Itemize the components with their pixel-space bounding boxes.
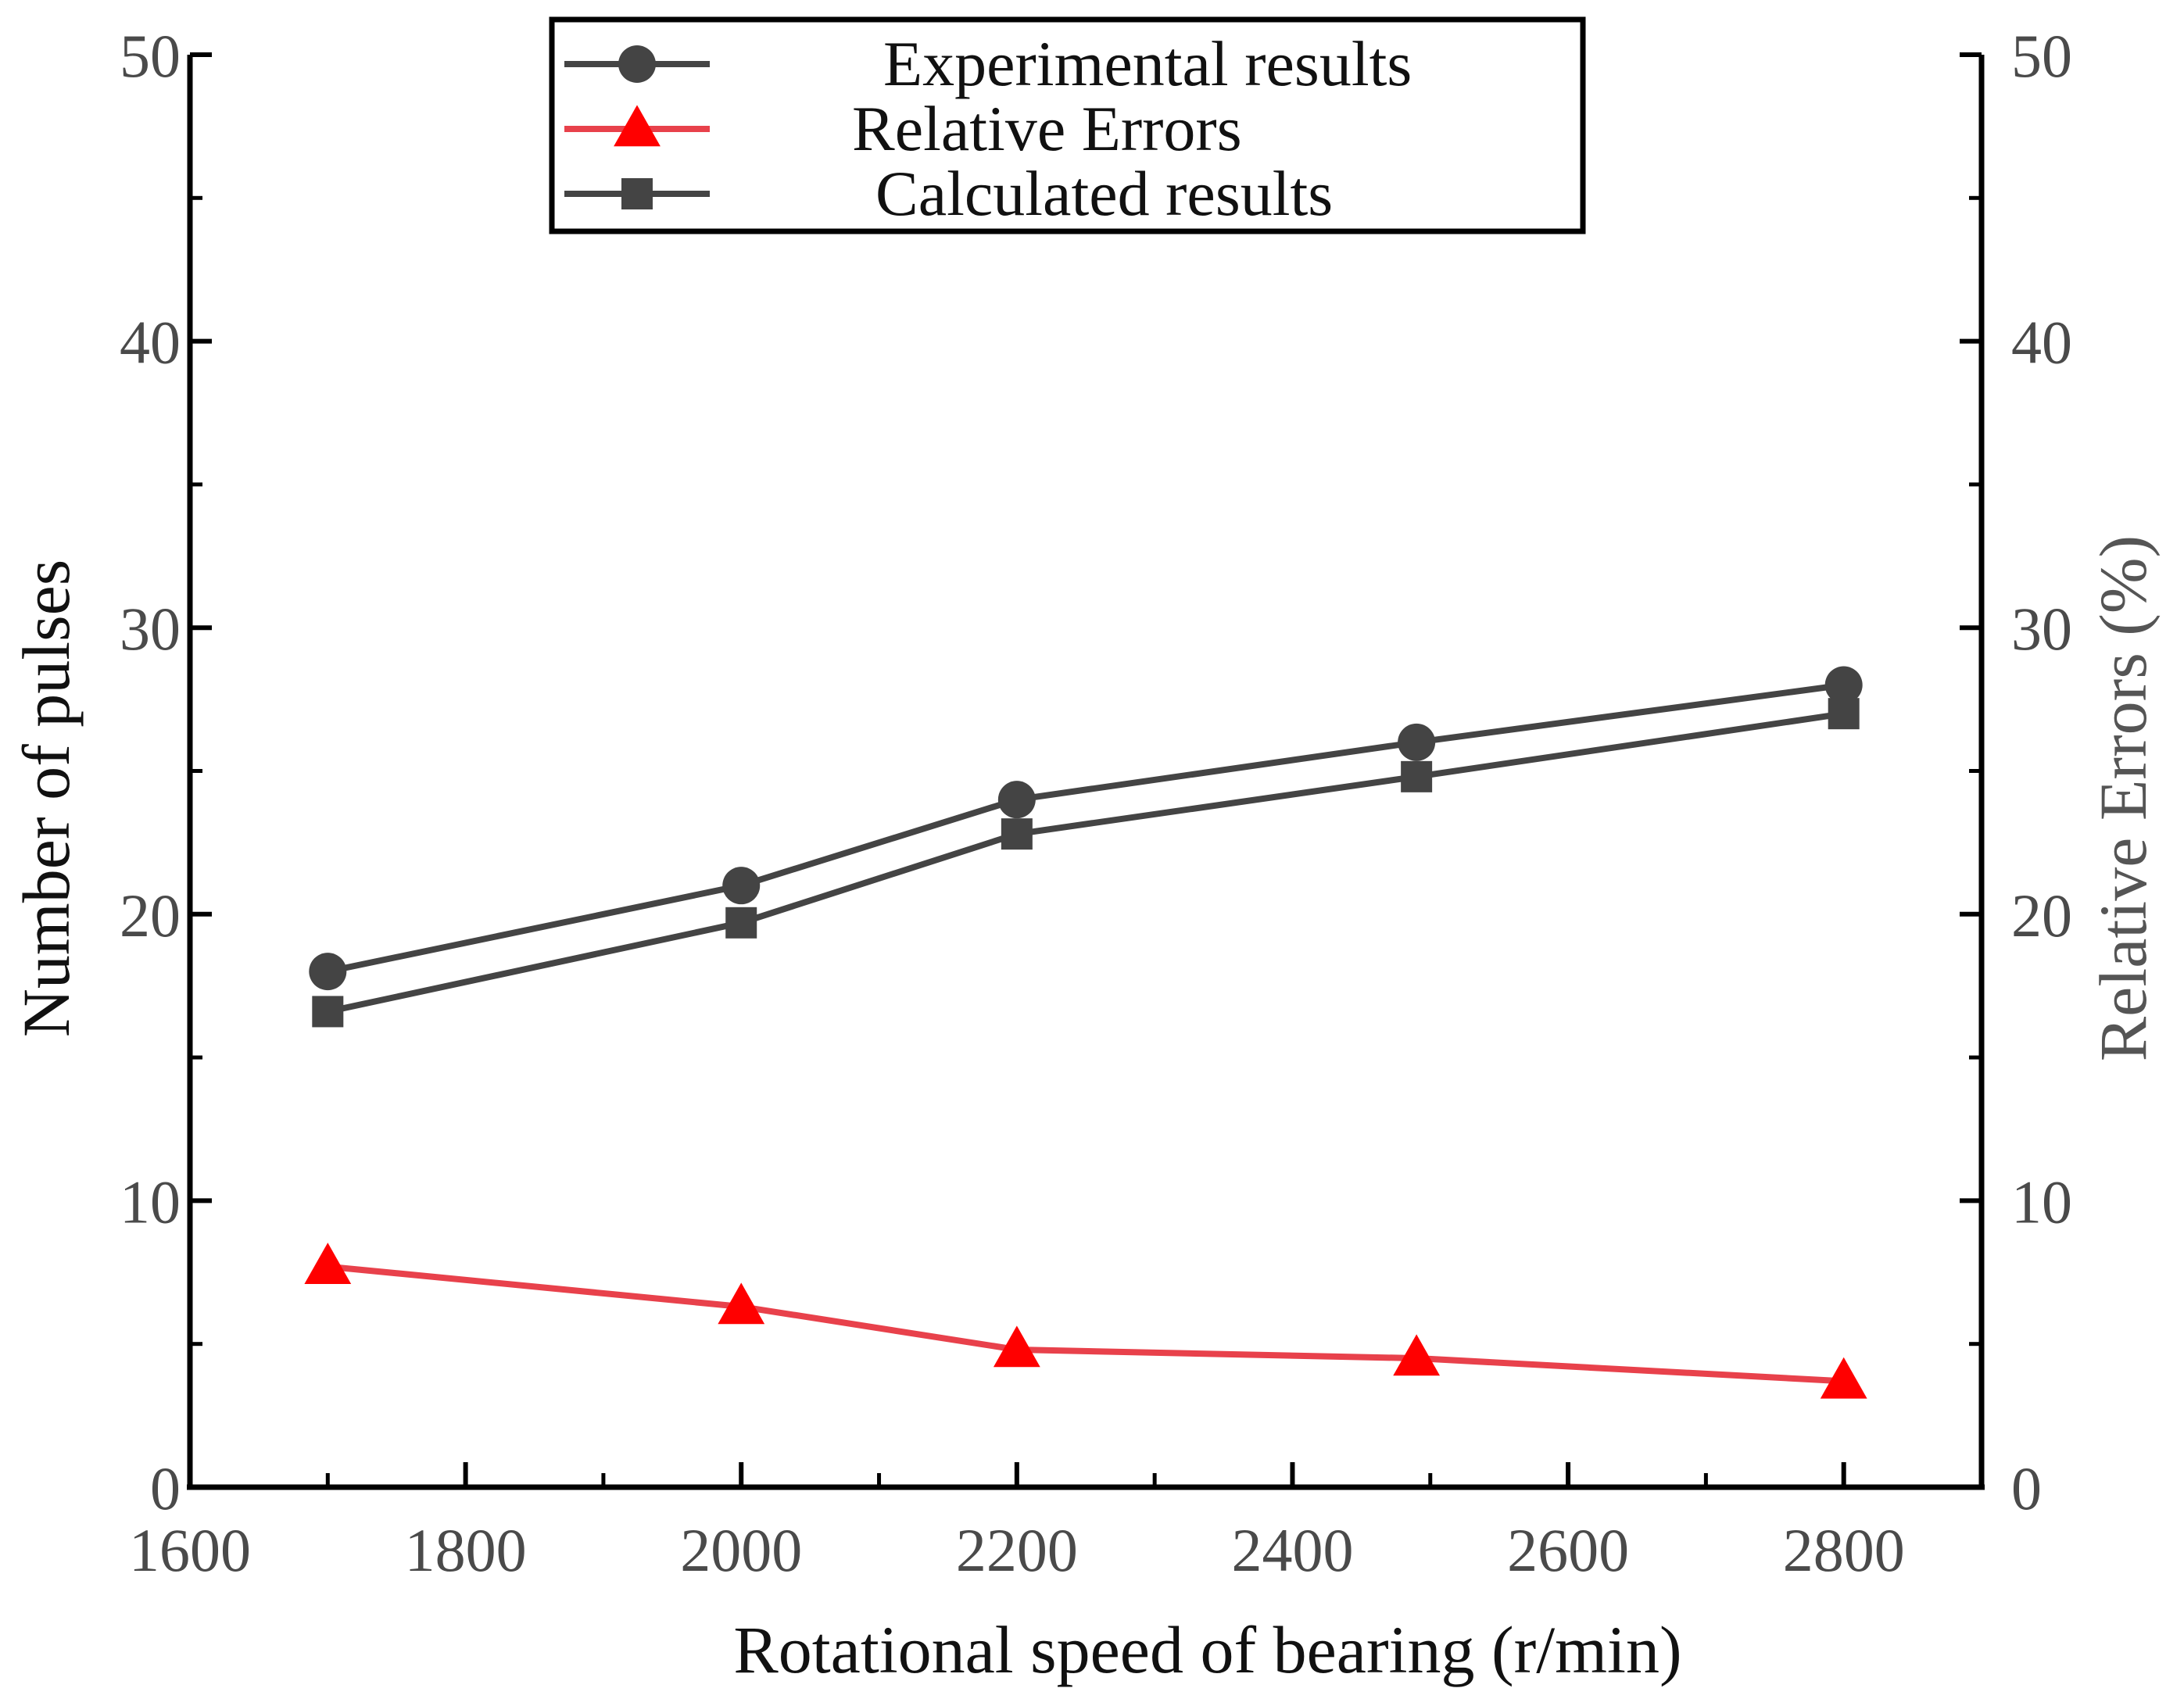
axes: 1600 1800 2000 2200 2400 2600 2800 0 10 20 30 40 50 0… [120,22,2072,1584]
y-tick-label: 40 [120,309,181,377]
x-tick-label: 1800 [405,1516,527,1584]
y-tick-label: 30 [120,595,181,663]
series-relative-errors [304,1243,1867,1399]
y2-tick-label: 20 [2011,882,2072,950]
y-tick-label: 20 [120,882,181,950]
y2-tick-label: 40 [2011,309,2072,377]
data-point-circle [309,953,347,991]
x-axis-title: Rotational speed of bearing (r/min) [733,1612,1681,1687]
x-tick-label: 2200 [956,1516,1078,1584]
y-tick-label: 10 [120,1168,181,1236]
legend-box [549,16,1586,234]
legend-swatch-circle [618,45,656,83]
x-tick-label: 2800 [1783,1516,1905,1584]
x-tick-label: 2600 [1507,1516,1629,1584]
data-point-square [1401,760,1433,792]
y2-tick-label: 0 [2011,1454,2042,1522]
series-line [327,1263,1844,1385]
data-point-circle [722,867,761,905]
y-axis-title: Number of pulses [9,560,84,1037]
y-tick-label: 50 [120,22,181,90]
data-point-triangle [1393,1334,1441,1376]
data-point-triangle [993,1325,1040,1368]
series-line [327,710,1845,1015]
y2-tick-label: 30 [2011,595,2072,663]
x-tick-label: 2000 [680,1516,802,1584]
x-tick-label: 2400 [1231,1516,1353,1584]
y2-tick-label: 10 [2011,1168,2072,1236]
data-point-square [312,996,344,1028]
legend-label: Experimental results [883,28,1412,99]
data-point-square [1828,698,1860,730]
y-tick-label: 0 [150,1454,181,1522]
series-line [327,681,1845,975]
series-calculated-results [312,698,1860,1028]
y2-tick-label: 50 [2011,22,2072,90]
data-point-triangle [1820,1357,1867,1399]
legend-label: Calculated results [875,158,1333,229]
data-point-triangle [718,1282,765,1325]
legend-swatch-triangle [614,105,661,147]
y2-axis-title: Relative Errors (%) [2086,535,2161,1061]
data-point-square [1001,818,1033,850]
data-point-circle [1398,723,1436,761]
x-tick-label: 1600 [129,1516,251,1584]
legend-swatch-square [621,178,653,209]
data-point-triangle [304,1243,352,1284]
data-point-circle [997,781,1036,819]
data-point-square [725,907,757,939]
legend-label: Relative Errors [852,93,1242,164]
series-experimental-results [309,666,1863,991]
plot-series [304,666,1867,1399]
data-point-circle [1824,666,1863,704]
